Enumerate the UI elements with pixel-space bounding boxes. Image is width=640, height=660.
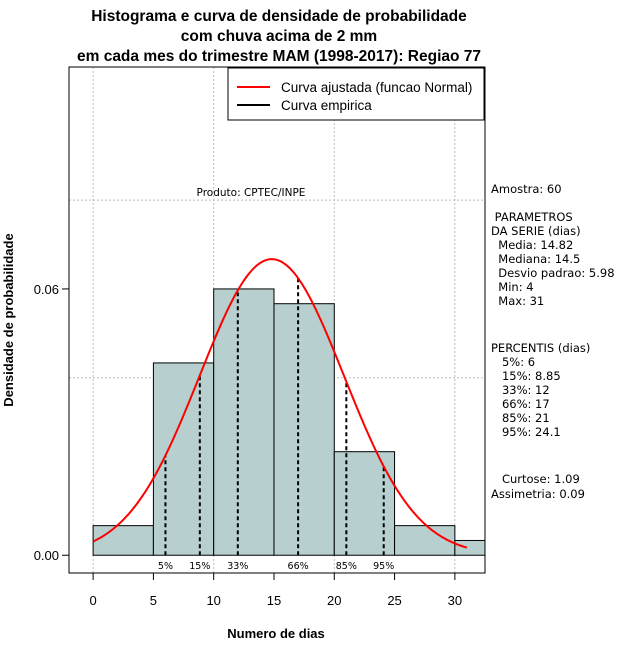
y-tick-label: 0.06 xyxy=(34,282,59,297)
y-tick-label: 0.00 xyxy=(34,548,59,563)
parameters-title-line1: PARAMETROS xyxy=(491,210,573,224)
param-stddev: Desvio padrao: 5.98 xyxy=(491,266,615,280)
histogram-bar xyxy=(454,539,486,556)
param-mean: Media: 14.82 xyxy=(491,238,574,252)
percentile-66: 66%: 17 xyxy=(491,397,550,411)
percentile-5: 5%: 6 xyxy=(491,355,536,369)
x-tick-label: 0 xyxy=(89,593,96,608)
percentile-15: 15%: 8.85 xyxy=(491,369,561,383)
percentile-label: 5% xyxy=(158,561,173,572)
legend-label: Curva ajustada (funcao Normal) xyxy=(281,80,472,95)
param-median: Mediana: 14.5 xyxy=(491,252,581,266)
legend-label: Curva empirica xyxy=(281,98,372,113)
sample-size: Amostra: 60 xyxy=(491,182,562,196)
percentile-33: 33%: 12 xyxy=(491,383,550,397)
param-min: Min: 4 xyxy=(491,280,534,294)
histogram-bar xyxy=(394,525,456,556)
percentile-95: 95%: 24.1 xyxy=(491,425,561,439)
skewness: Assimetria: 0.09 xyxy=(491,487,585,501)
percentile-85: 85%: 21 xyxy=(491,411,550,425)
product-annotation: Produto: CPTEC/INPE xyxy=(197,187,306,199)
chart-title-line: em cada mes do trimestre MAM (1998-2017)… xyxy=(77,48,481,65)
histogram-bar xyxy=(333,451,396,556)
normal-curve-line xyxy=(92,258,468,549)
percentile-label: 85% xyxy=(336,561,357,572)
x-tick-label: 25 xyxy=(387,593,401,608)
parameters-title-line2: DA SERIE (dias) xyxy=(491,224,581,238)
legend-box xyxy=(227,67,485,121)
histogram-bar xyxy=(152,362,215,556)
histogram-bar xyxy=(92,525,154,556)
histogram-bar xyxy=(273,303,335,556)
param-max: Max: 31 xyxy=(491,294,545,308)
x-tick-label: 5 xyxy=(150,593,157,608)
histogram-bar xyxy=(213,288,275,556)
x-tick-label: 20 xyxy=(327,593,341,608)
x-tick-label: 30 xyxy=(448,593,462,608)
chart-title-line: Histograma e curva de densidade de proba… xyxy=(91,8,467,25)
x-axis-label: Numero de dias xyxy=(227,626,325,641)
chart-title-line: com chuva acima de 2 mm xyxy=(181,28,377,45)
x-tick-label: 10 xyxy=(206,593,220,608)
kurtosis: Curtose: 1.09 xyxy=(491,472,580,486)
percentile-label: 33% xyxy=(227,561,248,572)
y-axis-label: Densidade de probabilidade xyxy=(1,233,16,406)
percentile-label: 66% xyxy=(288,561,309,572)
x-tick-label: 15 xyxy=(267,593,281,608)
percentile-label: 15% xyxy=(189,561,210,572)
percentiles-title: PERCENTIS (dias) xyxy=(491,341,591,355)
percentile-label: 95% xyxy=(373,561,394,572)
